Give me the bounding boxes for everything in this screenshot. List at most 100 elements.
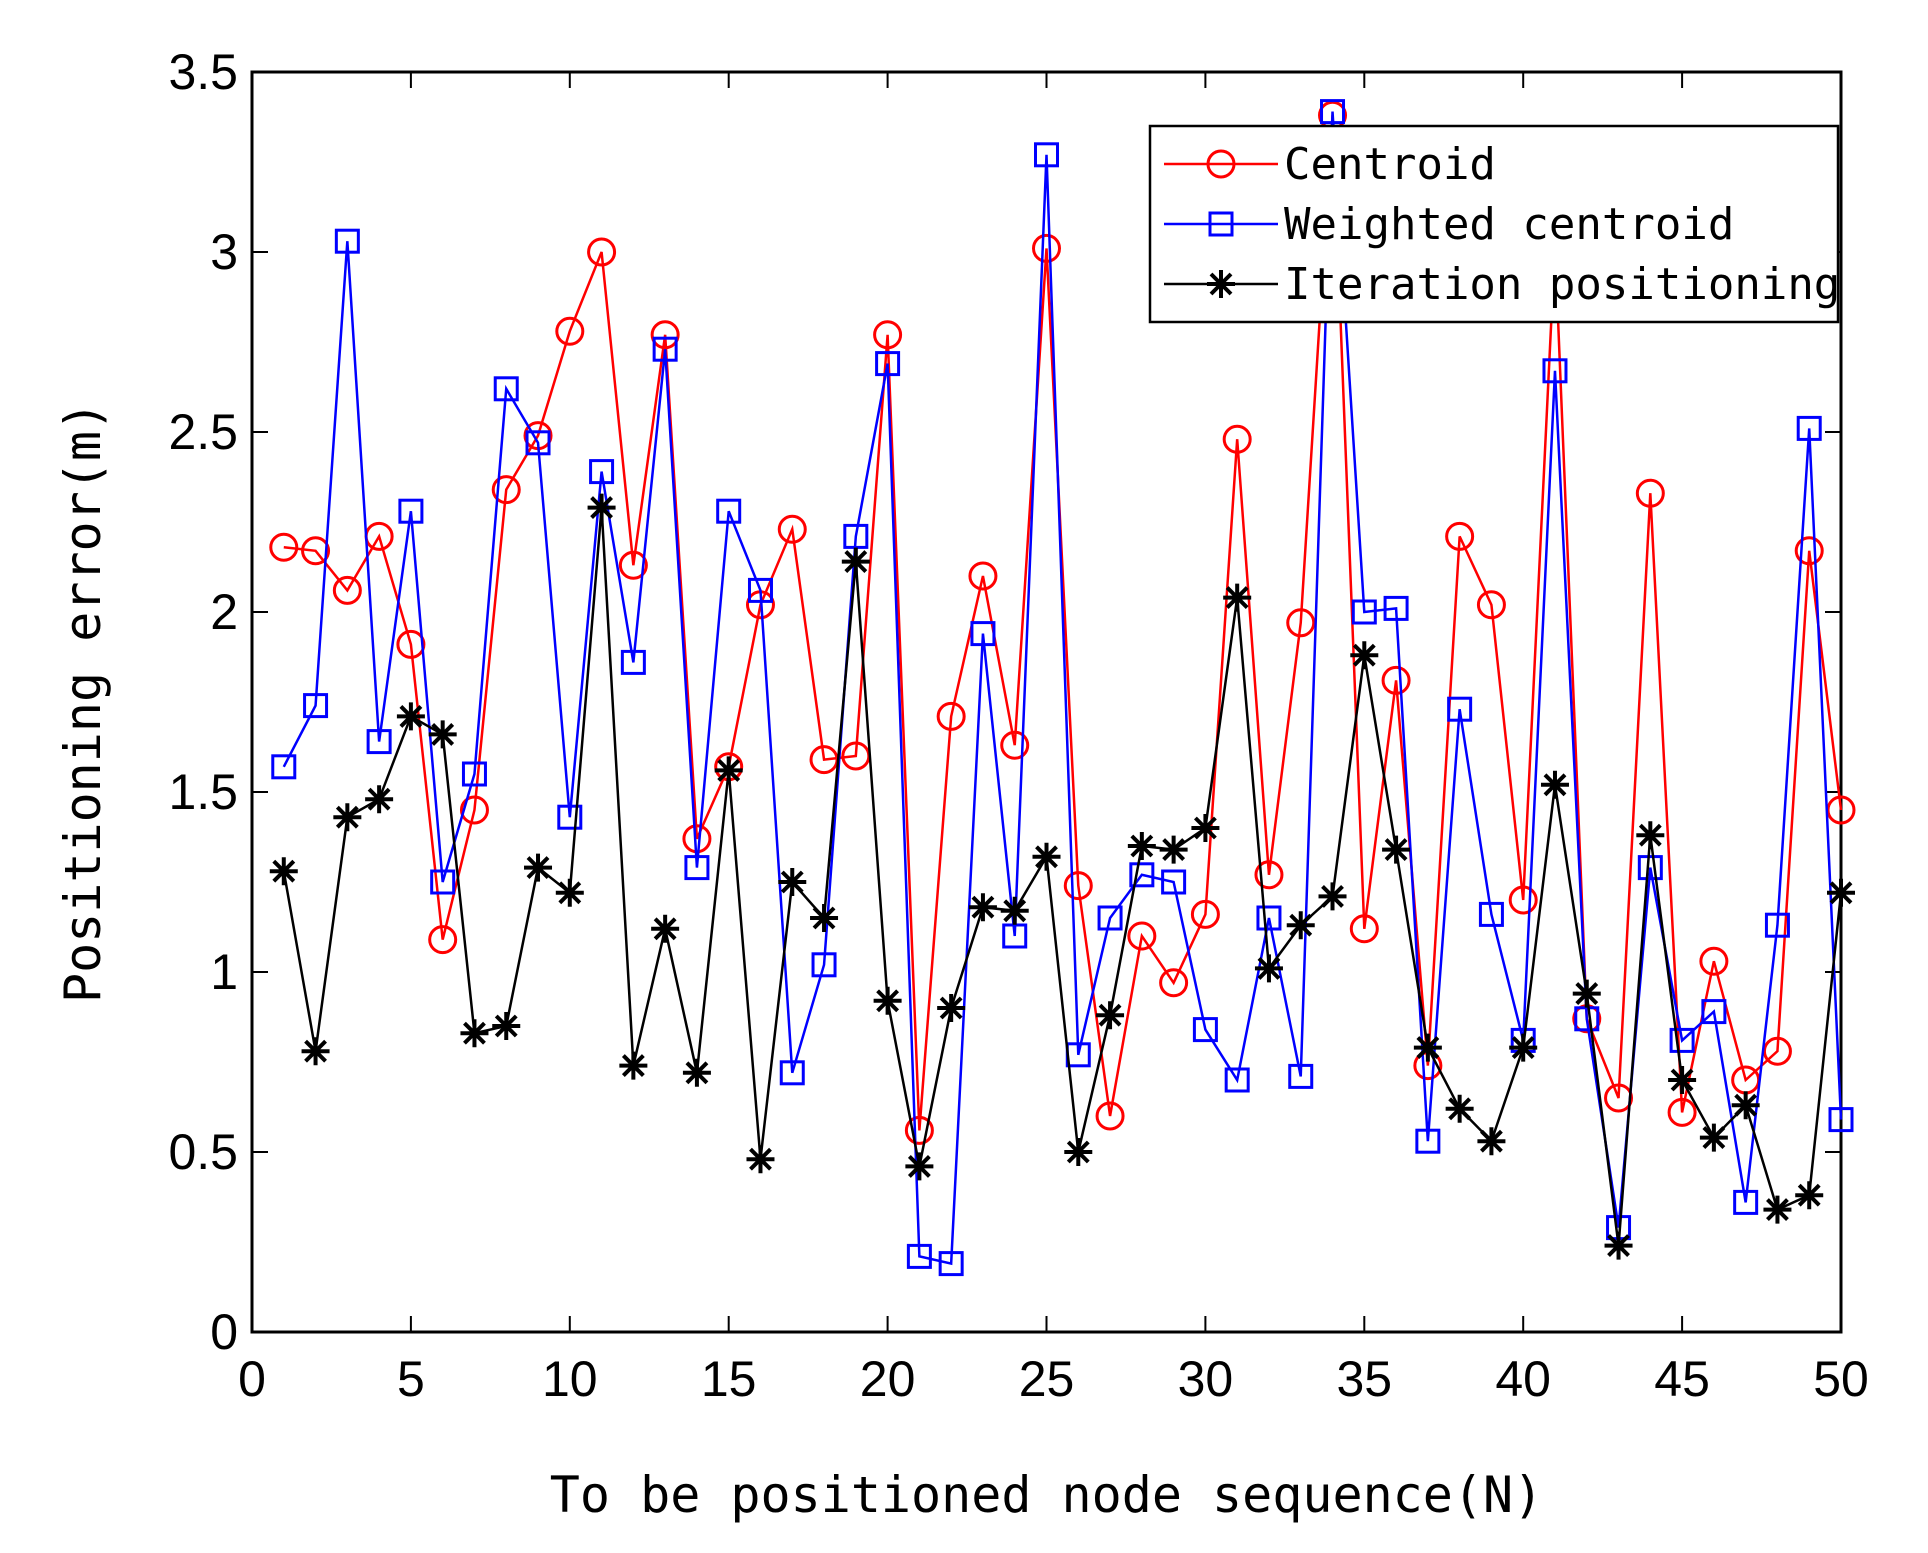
data-point (937, 994, 966, 1022)
data-point (1508, 885, 1538, 915)
data-point (1794, 536, 1824, 566)
data-point (1190, 899, 1220, 929)
data-point (557, 804, 583, 830)
data-point (651, 914, 680, 943)
x-tick-label: 5 (397, 1351, 425, 1407)
data-point (1161, 869, 1187, 895)
data-point (1381, 665, 1411, 695)
data-point (843, 523, 869, 549)
x-tick-label: 40 (1495, 1351, 1551, 1407)
y-tick-label: 1 (210, 944, 238, 1000)
legend-label: Centroid (1284, 139, 1496, 190)
data-point (652, 336, 678, 362)
legend-label: Iteration positioning (1284, 259, 1840, 310)
data-point (1256, 905, 1282, 931)
data-point (936, 701, 966, 731)
data-point (1796, 415, 1822, 441)
data-point (1224, 1067, 1250, 1093)
x-tick-label: 0 (238, 1351, 266, 1407)
data-point (873, 320, 903, 350)
data-point (1129, 862, 1155, 888)
x-tick-label: 50 (1813, 1351, 1869, 1407)
data-point (1604, 1231, 1633, 1260)
data-point (746, 1145, 775, 1174)
legend-entry: Weighted centroid (1164, 199, 1734, 250)
data-point (1415, 1128, 1441, 1154)
data-point (1002, 923, 1028, 949)
data-point (1032, 842, 1061, 871)
data-point (461, 761, 487, 787)
data-point (524, 853, 553, 882)
data-point (1095, 1101, 1125, 1131)
data-point (1351, 599, 1377, 625)
data-point (938, 1251, 964, 1277)
data-point (1000, 730, 1030, 760)
data-point (398, 498, 424, 524)
data-point (1222, 424, 1252, 454)
data-point (1191, 814, 1220, 842)
data-point (1731, 1091, 1760, 1120)
data-point (525, 430, 551, 456)
y-axis-title: Positioning error(m) (54, 401, 112, 1003)
x-tick-label: 15 (701, 1351, 757, 1407)
data-point (1669, 1027, 1695, 1053)
data-point (906, 1243, 932, 1269)
data-point (1763, 1195, 1792, 1224)
data-point (428, 925, 458, 955)
data-point (1063, 871, 1093, 901)
series-line (282, 111, 1843, 1266)
legend-entry: Iteration positioning (1164, 259, 1840, 310)
data-point (491, 475, 521, 505)
data-point (1032, 233, 1061, 263)
legend-label: Weighted centroid (1284, 199, 1734, 250)
data-point (1320, 99, 1346, 125)
data-point (303, 693, 329, 719)
data-point (1318, 882, 1347, 911)
data-point (1127, 921, 1157, 951)
data-point (493, 376, 519, 402)
data-point (430, 869, 456, 895)
y-tick-label: 2 (210, 584, 238, 640)
data-point (492, 1012, 521, 1040)
data-point (1733, 1189, 1759, 1215)
data-point (271, 754, 297, 780)
data-point (1476, 590, 1506, 620)
data-point (1604, 1083, 1634, 1113)
data-point (587, 237, 617, 267)
data-point (1699, 1123, 1728, 1152)
data-point (301, 1037, 330, 1066)
data-point (555, 316, 585, 346)
data-point (1668, 1066, 1697, 1094)
data-point (1254, 954, 1283, 983)
data-point (1478, 901, 1504, 927)
data-point (1637, 855, 1663, 881)
data-point (1827, 878, 1855, 907)
y-tick-label: 3.5 (168, 44, 238, 100)
data-point (1540, 770, 1569, 799)
data-point (1635, 478, 1665, 508)
data-point (1667, 1097, 1697, 1127)
data-point (1701, 999, 1727, 1025)
data-point (1000, 896, 1029, 925)
data-point (1762, 1036, 1792, 1066)
data-point (396, 702, 425, 731)
data-point (875, 351, 901, 377)
data-point (1828, 1107, 1854, 1133)
y-tick-label: 2.5 (168, 404, 238, 460)
data-point (365, 785, 394, 814)
data-point (332, 575, 362, 605)
data-point (460, 1019, 489, 1048)
data-point (1349, 914, 1379, 944)
data-point (1382, 835, 1411, 864)
data-point (301, 536, 331, 566)
data-point (1509, 1033, 1538, 1062)
data-point (904, 1115, 934, 1145)
data-point (1034, 142, 1059, 168)
data-point (1097, 905, 1123, 931)
x-tick-label: 20 (860, 1351, 916, 1407)
data-point (714, 756, 743, 785)
x-tick-label: 45 (1654, 1351, 1710, 1407)
legend-entry: Centroid (1164, 139, 1496, 190)
data-point (396, 629, 426, 659)
